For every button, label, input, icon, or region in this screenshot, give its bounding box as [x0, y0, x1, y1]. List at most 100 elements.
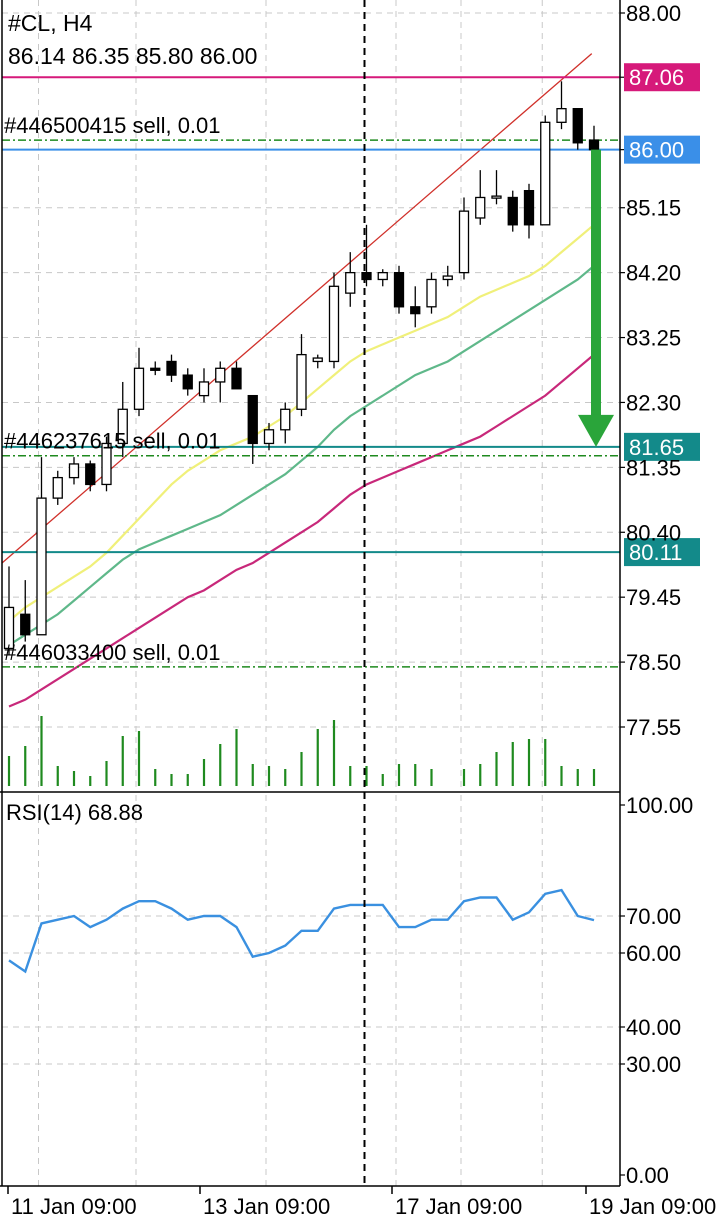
channel-line[interactable] — [1, 53, 593, 564]
candle — [507, 190, 518, 232]
candle — [556, 81, 567, 130]
candle — [166, 354, 177, 382]
candle — [133, 347, 145, 417]
candle — [36, 457, 47, 636]
price-axis-label: 77.55 — [626, 715, 681, 740]
candle-body — [85, 463, 96, 486]
candle — [442, 265, 453, 287]
grid — [2, 0, 620, 1186]
arrow-head[interactable] — [578, 414, 614, 447]
price-axis-label: 88.00 — [626, 1, 681, 26]
candle — [296, 334, 307, 417]
order-label: #446237615 sell, 0.01 — [4, 429, 221, 454]
candle — [52, 470, 63, 505]
ma-mid-line — [8, 264, 595, 646]
candle-body — [150, 367, 161, 371]
time-axis-label: 17 Jan 09:00 — [395, 1194, 522, 1219]
candle-body — [540, 121, 551, 226]
candle-body — [523, 189, 535, 226]
candle — [345, 252, 356, 307]
candle — [215, 361, 226, 403]
candle-body — [68, 463, 80, 479]
candle-body — [166, 360, 177, 376]
ma-fast-line — [8, 223, 595, 622]
price-axis-label: 80.40 — [626, 520, 681, 545]
volume-bars — [7, 716, 596, 786]
candle-body — [345, 271, 356, 294]
price-tag[interactable] — [624, 63, 700, 92]
candle-body — [3, 606, 15, 650]
rsi-line — [8, 888, 595, 974]
candle-body — [20, 613, 31, 636]
candle — [117, 381, 128, 458]
price-tag[interactable] — [624, 538, 700, 567]
candle-body — [117, 408, 128, 445]
candle-body — [182, 374, 193, 390]
candle-body — [133, 367, 145, 410]
order-label: #446500415 sell, 0.01 — [4, 113, 221, 138]
candle-body — [36, 497, 47, 636]
chart-text: #CL, H4 86.14 86.35 85.80 86.00 RSI(14) … — [4, 1, 716, 1219]
candle-body — [280, 408, 291, 431]
symbol-timeframe: #CL, H4 — [8, 10, 93, 36]
price-tag[interactable] — [624, 432, 700, 461]
candle — [523, 183, 535, 239]
price-axis-label: 82.30 — [626, 390, 681, 415]
candle — [68, 457, 80, 485]
candle — [393, 265, 405, 314]
candle — [150, 361, 161, 376]
price-tag-label: 80.11 — [629, 540, 682, 565]
candle — [3, 566, 15, 656]
rsi-axis-label: 70.00 — [626, 904, 681, 929]
candle-body — [491, 195, 502, 199]
candle-body — [475, 196, 486, 219]
candle-body — [215, 367, 226, 383]
rsi-label: RSI(14) 68.88 — [6, 800, 143, 825]
time-axis-label: 19 Jan 09:00 — [589, 1194, 716, 1219]
horizontal-levels[interactable] — [2, 76, 620, 668]
rsi-axis-label: 0.00 — [626, 1163, 669, 1188]
candle-body — [361, 271, 372, 281]
candle-body — [393, 271, 405, 308]
trend-channel-line[interactable] — [1, 53, 593, 564]
candle-body — [426, 278, 437, 308]
candle-body — [507, 196, 518, 226]
rsi-axis-label: 100.00 — [626, 793, 693, 818]
rsi-axis-label: 40.00 — [626, 1015, 681, 1040]
rsi-axis-label: 60.00 — [626, 941, 681, 966]
candle — [377, 269, 388, 287]
price-axis-label: 84.20 — [626, 261, 681, 286]
time-axis-label: 11 Jan 09:00 — [11, 1194, 137, 1219]
candle-body — [328, 285, 340, 363]
candle — [410, 286, 421, 328]
signal-arrow[interactable] — [578, 149, 614, 447]
price-axis-label: 79.45 — [626, 585, 681, 610]
candle — [540, 115, 551, 226]
rsi-axis-label: 30.00 — [626, 1052, 681, 1077]
candle-body — [247, 394, 258, 445]
candle — [491, 170, 502, 205]
candle — [231, 361, 242, 390]
time-axis-label: 13 Jan 09:00 — [203, 1194, 330, 1219]
candles — [3, 81, 600, 656]
candle-body — [263, 429, 275, 445]
candle — [572, 108, 583, 150]
price-axis-label: 83.25 — [626, 326, 681, 351]
candle — [280, 402, 291, 444]
price-axis-label: 81.35 — [626, 455, 681, 480]
candle — [198, 368, 210, 403]
candle-body — [312, 357, 323, 363]
candle-body — [296, 353, 307, 410]
candle — [101, 436, 112, 492]
price-tag[interactable] — [624, 135, 700, 164]
candle-body — [588, 139, 600, 151]
order-label: #446033400 sell, 0.01 — [4, 640, 221, 665]
moving-averages — [8, 223, 595, 708]
price-tag-label: 87.06 — [629, 65, 684, 90]
candle-body — [458, 210, 470, 274]
candle-body — [231, 367, 242, 390]
candle-body — [101, 442, 112, 486]
candle-body — [572, 108, 583, 144]
candle — [20, 580, 31, 642]
